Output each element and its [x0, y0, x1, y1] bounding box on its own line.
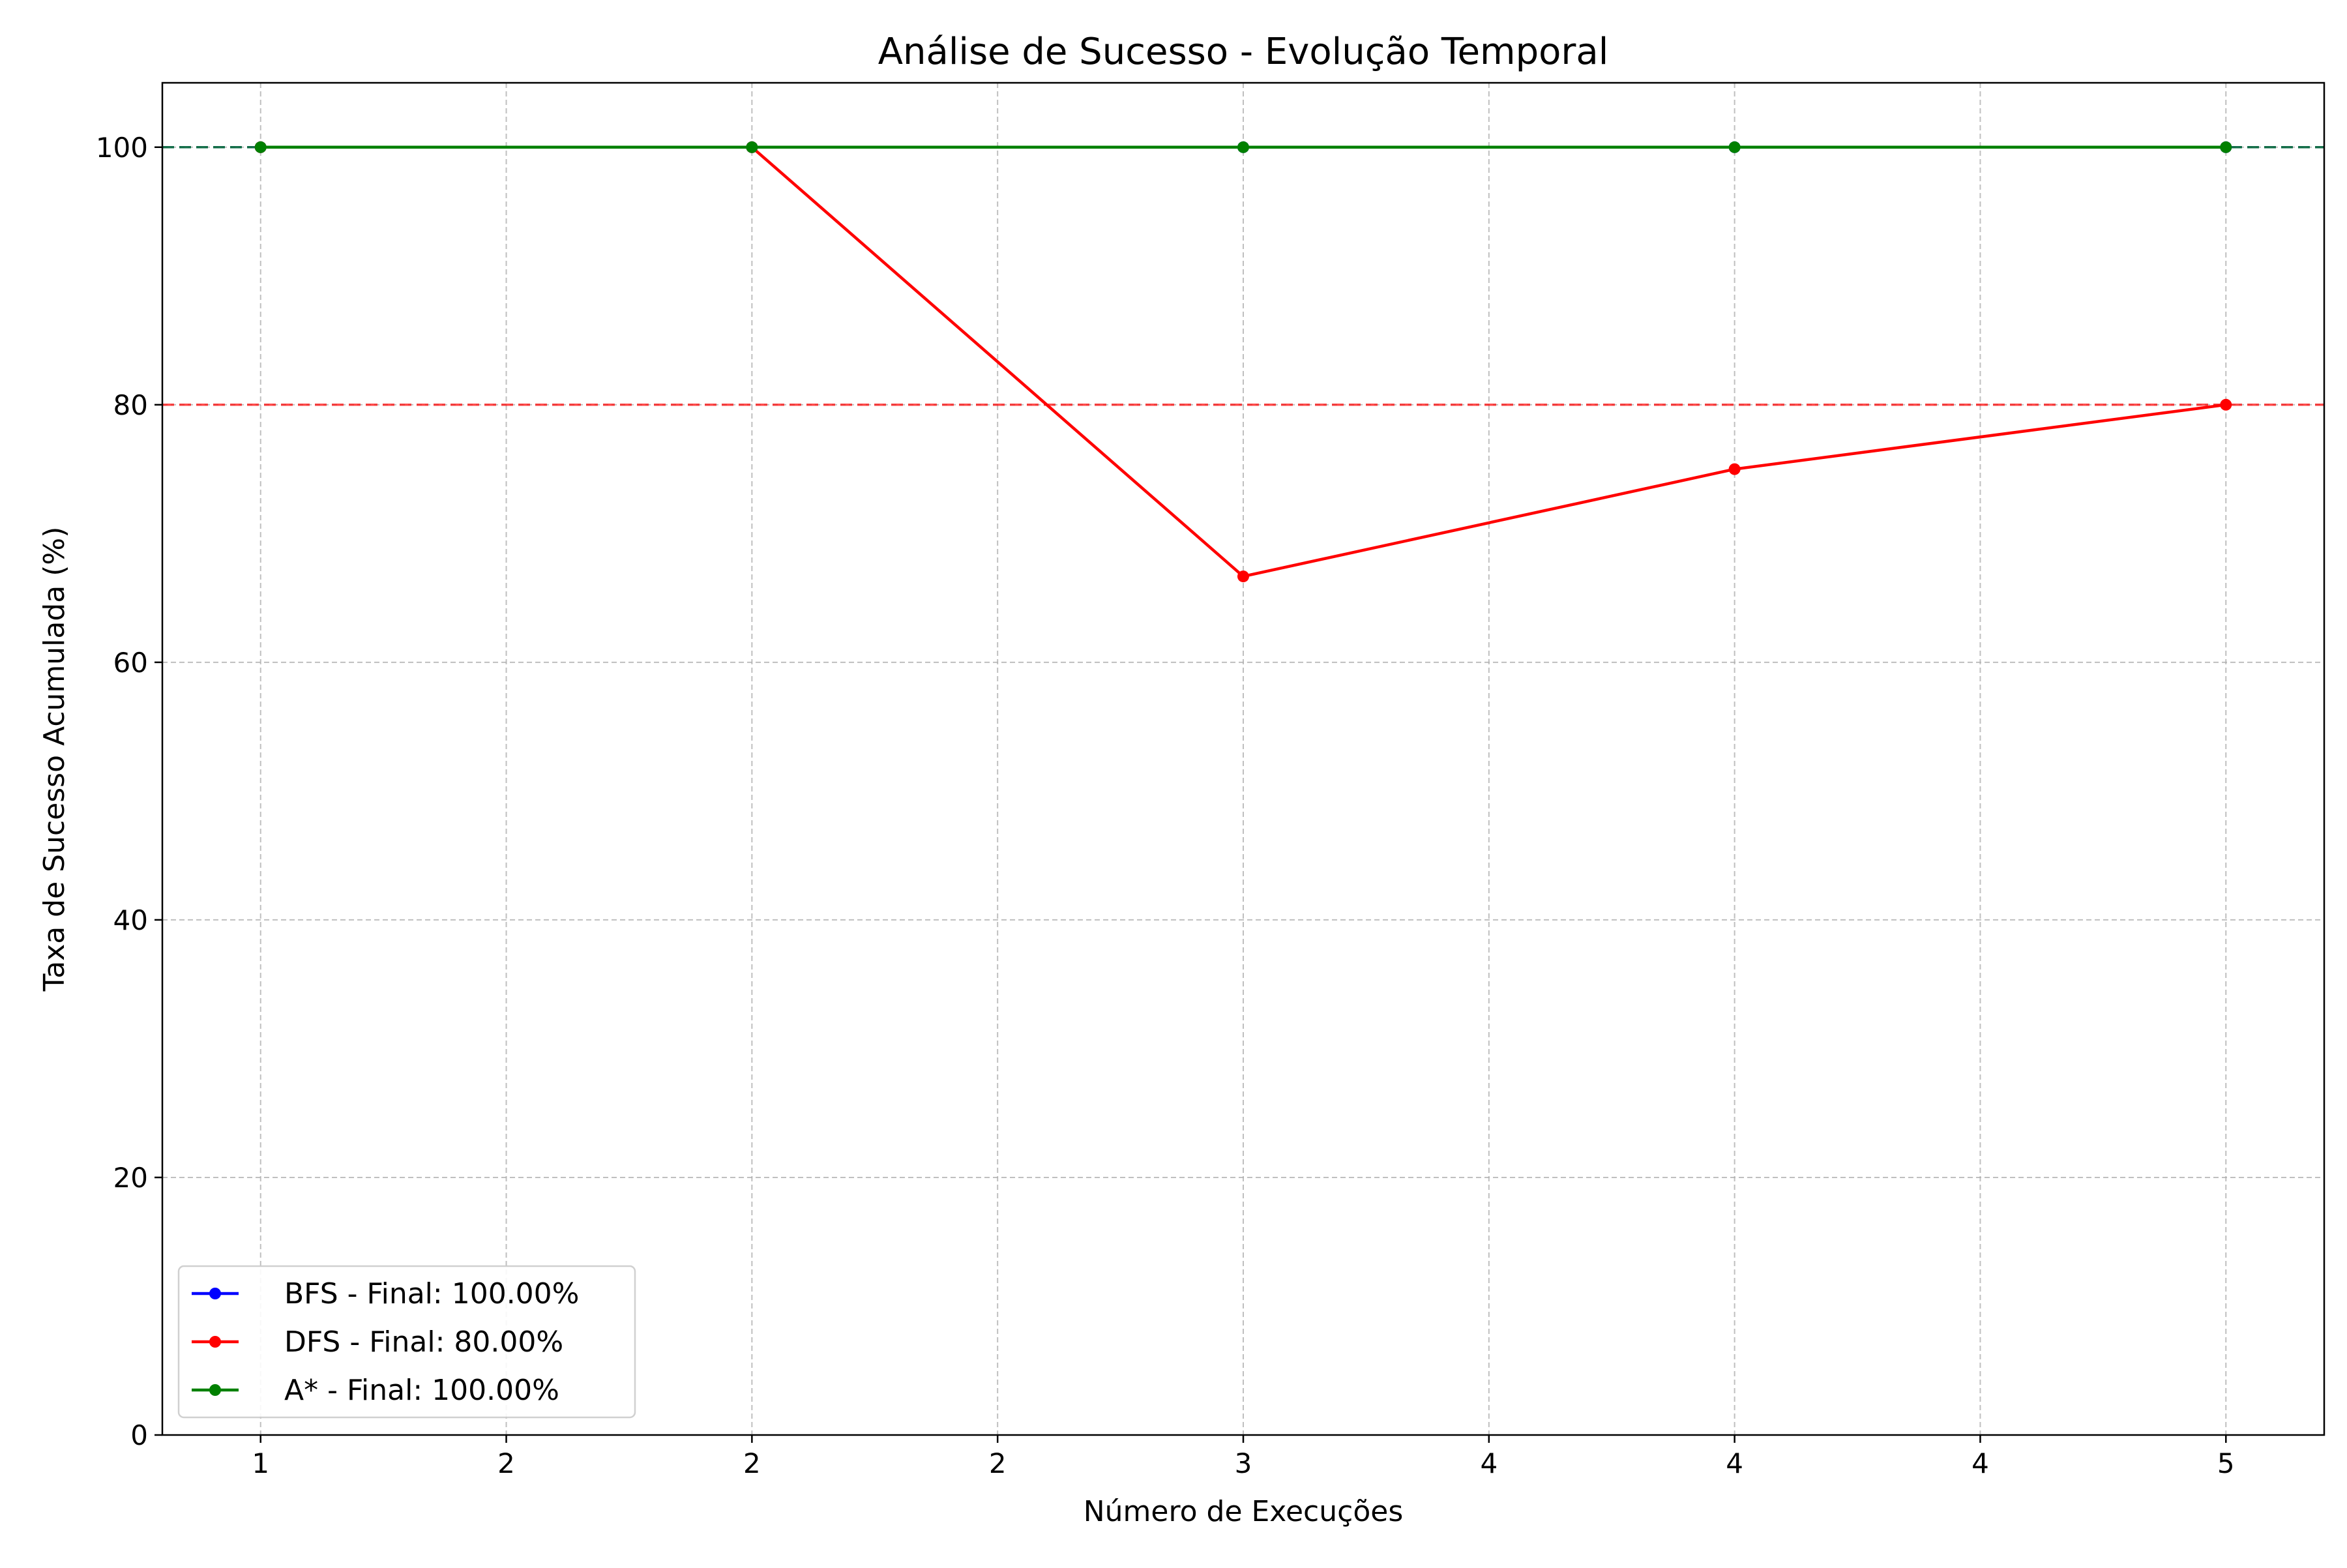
- data-point-s2-p3: [1728, 141, 1741, 153]
- y-tick-label-4: 80: [113, 389, 148, 421]
- legend-marker-0: [209, 1288, 221, 1299]
- data-point-s1-p3: [1728, 463, 1741, 475]
- legend-label-2: A* - Final: 100.00%: [284, 1374, 559, 1407]
- data-point-s2-p2: [1237, 141, 1249, 153]
- legend-marker-2: [209, 1384, 221, 1396]
- y-tick-label-0: 0: [130, 1419, 148, 1451]
- data-point-s2-p0: [254, 141, 267, 153]
- legend-label-0: BFS - Final: 100.00%: [284, 1277, 579, 1310]
- x-tick-label-7: 4: [1971, 1447, 1989, 1479]
- y-tick-label-5: 100: [96, 132, 148, 164]
- legend-label-1: DFS - Final: 80.00%: [284, 1325, 563, 1359]
- x-tick-label-0: 1: [252, 1447, 269, 1479]
- chart-title: Análise de Sucesso - Evolução Temporal: [878, 31, 1609, 73]
- data-point-s1-p4: [2220, 398, 2232, 411]
- x-tick-label-3: 2: [989, 1447, 1007, 1479]
- y-tick-label-3: 60: [113, 647, 148, 679]
- legend-marker-1: [209, 1336, 221, 1348]
- x-tick-label-6: 4: [1726, 1447, 1743, 1479]
- x-tick-label-2: 2: [743, 1447, 761, 1479]
- y-tick-label-2: 40: [113, 904, 148, 936]
- x-axis-label: Número de Execuções: [1084, 1495, 1404, 1528]
- data-point-s1-p2: [1237, 570, 1249, 583]
- x-tick-label-4: 3: [1235, 1447, 1252, 1479]
- legend: BFS - Final: 100.00% DFS - Final: 80.00% A…: [177, 1265, 636, 1419]
- x-tick-label-8: 5: [2217, 1447, 2235, 1479]
- legend-box: [177, 1265, 636, 1419]
- data-point-s2-p4: [2220, 141, 2232, 153]
- y-tick-label-1: 20: [113, 1162, 148, 1194]
- data-point-s2-p1: [746, 141, 758, 153]
- axis-ticks: 1 2 2 2 3 4 4 4 5 0 20 40 60 80 100: [96, 132, 2235, 1479]
- y-axis-label: Taxa de Sucesso Acumulada (%): [38, 527, 71, 992]
- x-tick-label-5: 4: [1480, 1447, 1498, 1479]
- series-lines: [254, 141, 2232, 583]
- x-tick-label-1: 2: [497, 1447, 515, 1479]
